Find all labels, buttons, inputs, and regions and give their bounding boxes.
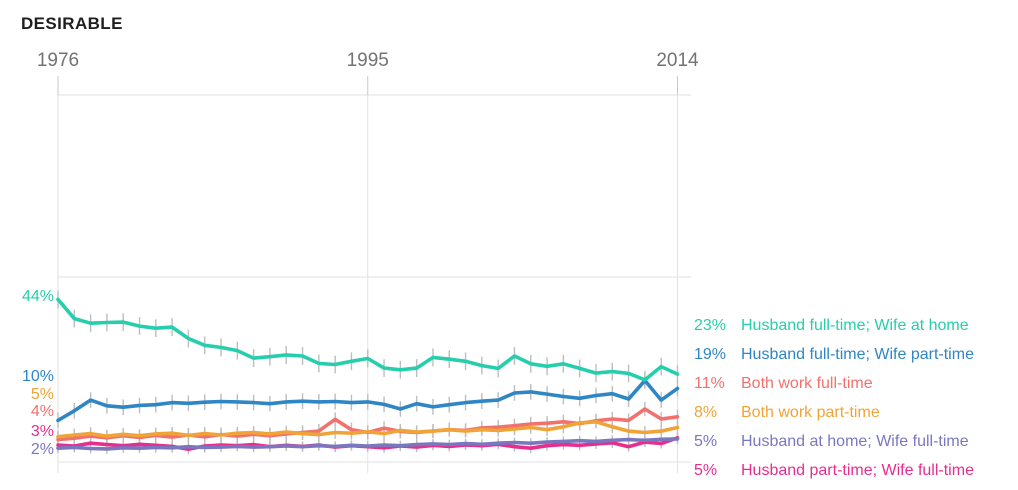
series-line-husband-full-time-wife-at-home (56, 297, 680, 382)
series-line-both-work-part-time (56, 419, 680, 439)
start-label-husband-full-time-wife-part-time: 10% (21, 368, 54, 385)
x-tick-label-1995: 1995 (346, 50, 389, 71)
start-label-both-work-part-time: 5% (30, 386, 54, 403)
legend-pct-both-work-part-time: 8% (694, 404, 718, 421)
legend-pct-husband-full-time-wife-at-home: 23% (694, 317, 727, 334)
legend-pct-both-work-full-time: 11% (694, 375, 725, 392)
legend-pct-husband-at-home-wife-full-time: 5% (694, 433, 718, 450)
series-line-husband-at-home-wife-full-time (56, 437, 680, 451)
legend-label-husband-full-time-wife-part-time: Husband full-time; Wife part-time (741, 346, 974, 363)
chart-title: DESIRABLE (21, 14, 123, 33)
start-label-husband-part-time-wife-full-time: 3% (30, 423, 54, 440)
series-line-husband-full-time-wife-part-time (56, 378, 680, 423)
legend-pct-husband-full-time-wife-part-time: 19% (694, 346, 727, 363)
x-tick-label-2014: 2014 (656, 50, 699, 71)
start-label-both-work-full-time: 4% (30, 403, 54, 420)
legend-label-husband-at-home-wife-full-time: Husband at home; Wife full-time (741, 433, 969, 450)
legend-label-both-work-part-time: Both work part-time (741, 404, 880, 421)
start-label-husband-full-time-wife-at-home: 44% (21, 288, 54, 305)
legend-label-husband-part-time-wife-full-time: Husband part-time; Wife full-time (741, 462, 974, 479)
legend-pct-husband-part-time-wife-full-time: 5% (694, 462, 718, 479)
legend-label-husband-full-time-wife-at-home: Husband full-time; Wife at home (741, 317, 969, 334)
legend-label-both-work-full-time: Both work full-time (741, 375, 873, 392)
x-tick-label-1976: 1976 (36, 50, 80, 71)
start-label-husband-at-home-wife-full-time: 2% (30, 441, 54, 458)
